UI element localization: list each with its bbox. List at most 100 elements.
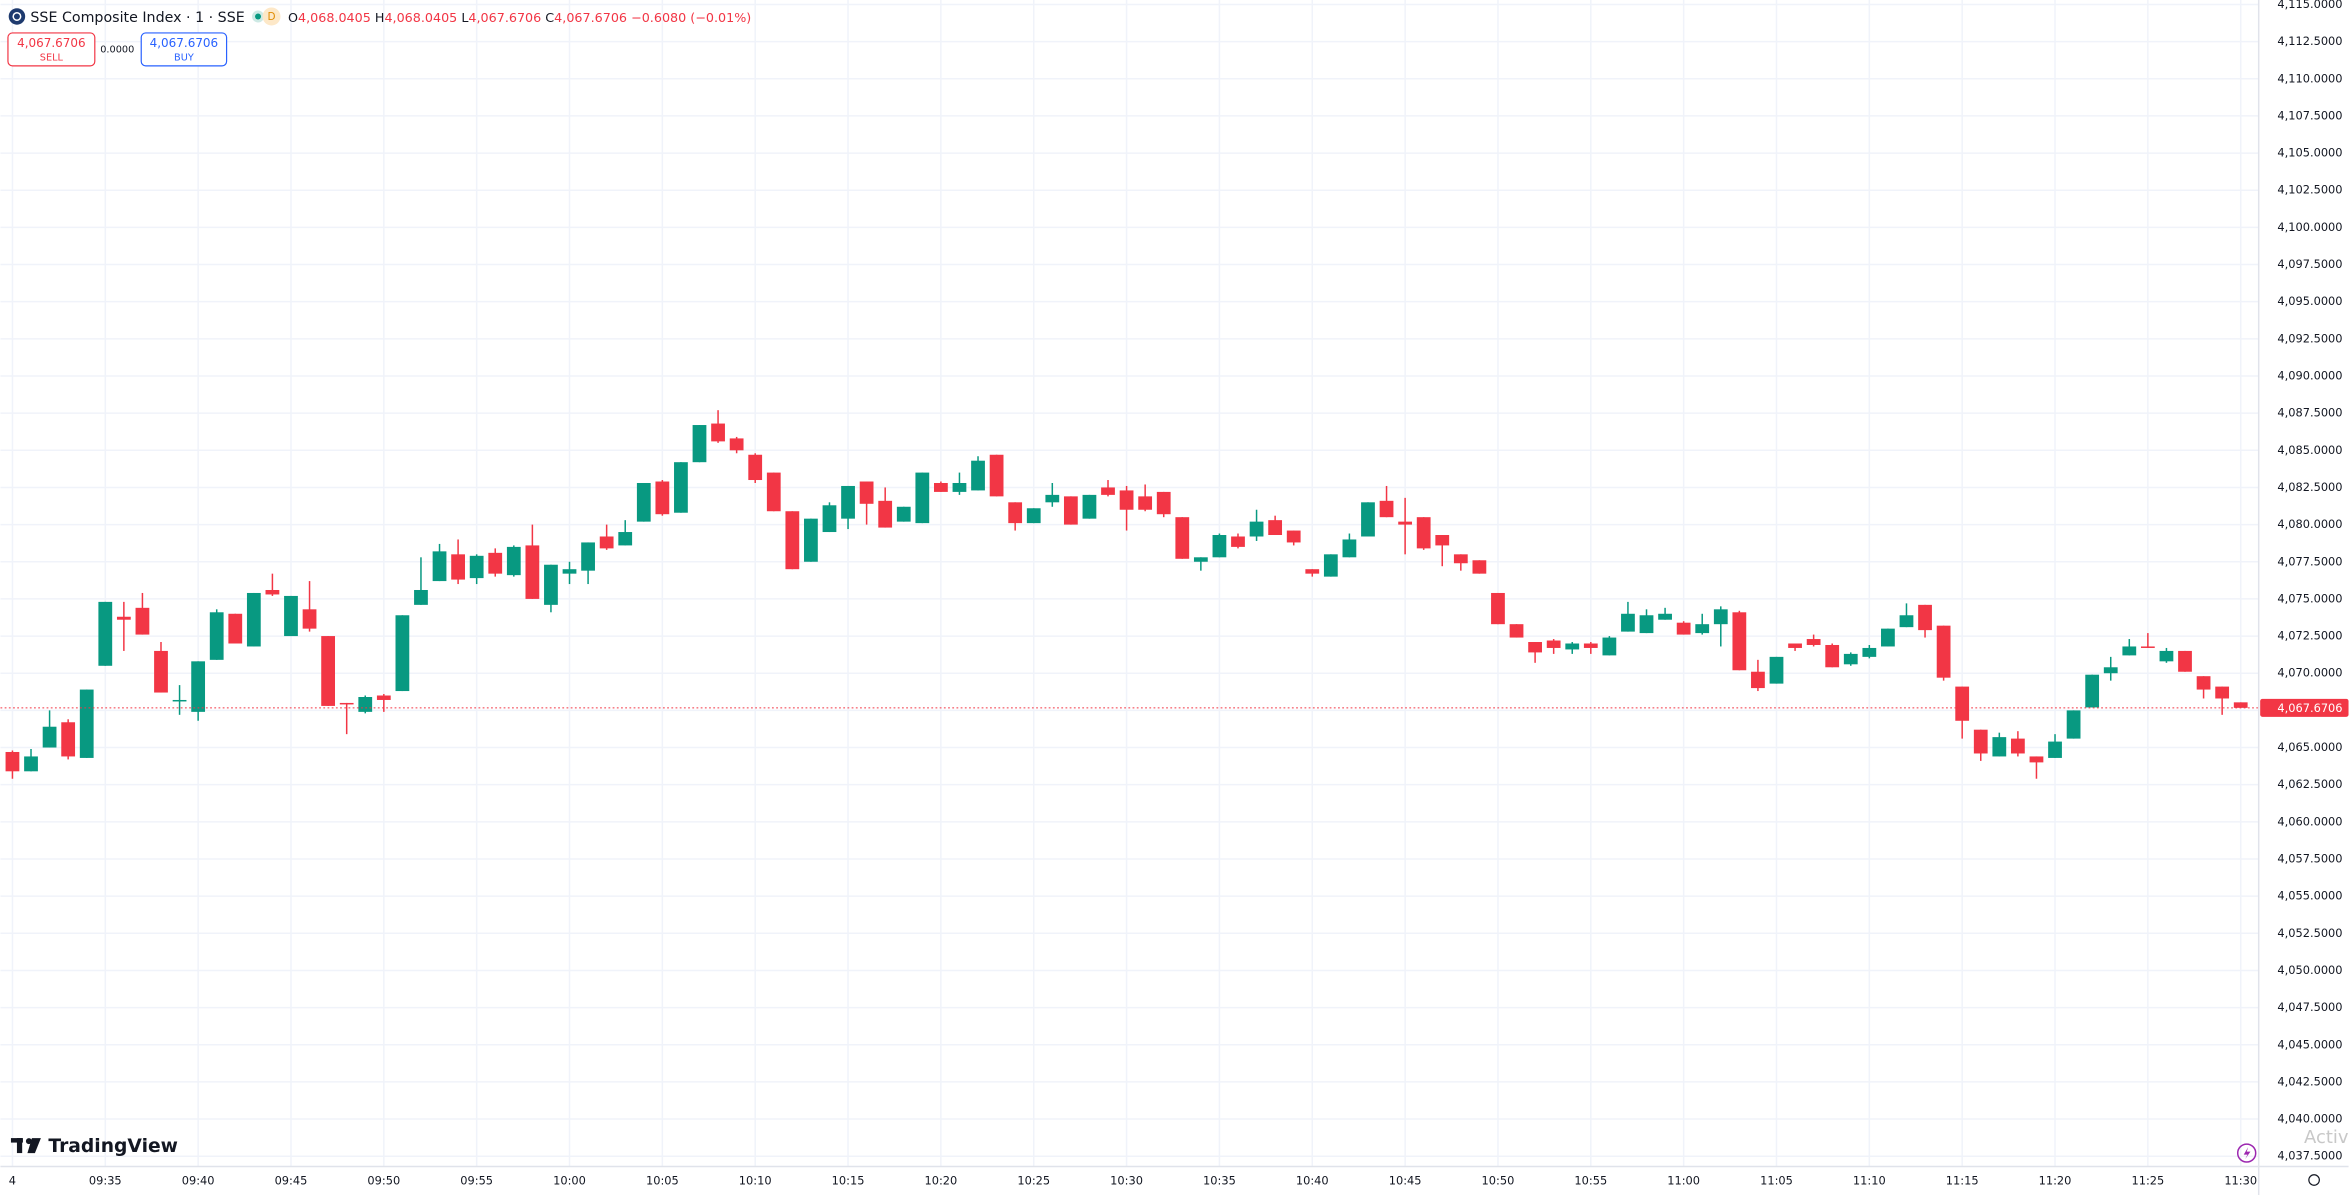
x-tick-label: 11:20 [2039,1173,2072,1187]
candle-body [339,702,354,705]
x-tick-label: 10:45 [1389,1173,1422,1187]
candle-body [989,454,1004,497]
candle-body [395,615,410,692]
y-tick-label: 4,077.5000 [2277,554,2342,568]
candle-body [1379,500,1394,518]
x-tick-label: 11:10 [1853,1173,1886,1187]
candle-body [1063,496,1078,525]
y-tick-label: 4,075.0000 [2277,591,2342,605]
candle-body [1398,521,1413,525]
ohlc-key: H [375,9,385,24]
candle-body [1843,653,1858,665]
candle-body [135,607,150,635]
candle-body [2233,702,2248,708]
candle-body [878,500,893,528]
lightning-button[interactable] [2236,1143,2257,1163]
y-tick-label: 4,062.5000 [2277,777,2342,791]
candle-body [98,601,113,666]
candle-body [1936,625,1951,678]
candle-body [1119,490,1134,510]
x-tick-label: 11:25 [2131,1173,2164,1187]
y-tick-label: 4,092.5000 [2277,331,2342,345]
ohlc-legend: O4,068.0405 H4,068.0405 L4,067.6706 C4,0… [288,9,751,24]
candle-body [1992,737,2007,757]
candle-body [1416,517,1431,549]
candle-body [302,609,317,629]
candle-body [1342,539,1357,558]
candle-body [1565,643,1580,650]
settings-button[interactable] [2308,1174,2320,1186]
logo-shape [27,1138,41,1154]
y-tick-label: 4,052.5000 [2277,926,2342,940]
y-tick-label: 4,095.0000 [2277,294,2342,308]
logo-text: TradingView [48,1136,178,1157]
y-tick-label: 4,100.0000 [2277,220,2342,234]
y-tick-label: 4,055.0000 [2277,889,2342,903]
candle-body [246,592,261,647]
candle-body [228,613,243,644]
candle-body [934,482,948,492]
candle-body [1806,639,1821,645]
candles [0,410,2259,779]
y-tick-label: 4,115.0000 [2277,0,2342,11]
x-tick-label: 10:20 [925,1173,958,1187]
x-tick-label: 10:00 [553,1173,586,1187]
y-tick-label: 4,045.0000 [2277,1037,2342,1051]
candle-body [896,506,911,522]
logo-shape [16,1138,23,1154]
y-tick-label: 4,072.5000 [2277,629,2342,643]
ohlc-key: C [545,9,554,24]
candle-body [915,472,930,524]
candle-body [711,423,725,442]
y-tick-label: 4,102.5000 [2277,183,2342,197]
y-tick-label: 4,065.0000 [2277,740,2342,754]
change: −0.6080 (−0.01%) [631,9,751,24]
candle-body [1268,520,1283,536]
candle-body [748,454,763,481]
y-tick-label: 4,070.0000 [2277,666,2342,680]
candle-body [1602,637,1617,656]
y-tick-label: 4,080.0000 [2277,517,2342,531]
badge[interactable]: D [267,11,275,23]
y-tick-label: 4,110.0000 [2277,71,2342,85]
candle-body [562,569,577,574]
last-price-label: 4,067.6706 [2277,701,2342,715]
candle-body [581,542,595,571]
candle-body [1862,647,1877,657]
candle-body [655,481,670,515]
candle-body [432,551,447,582]
spread: 0.0000 [100,44,134,55]
symbol-title[interactable]: SSE Composite Index · 1 · SSE [30,10,244,26]
x-tick-label: 10:25 [1017,1173,1050,1187]
candle-body [1026,508,1041,524]
candle-body [1751,671,1765,689]
grid [0,0,2259,1167]
candle-body [1453,554,1468,564]
candle-body [1788,643,1802,648]
y-tick-label: 4,050.0000 [2277,963,2342,977]
candle-body [24,756,38,772]
y-tick-label: 4,042.5000 [2277,1074,2342,1088]
candle-body [1528,642,1542,653]
buy-button[interactable] [140,32,228,67]
candle-body [599,536,614,549]
x-tick-label: 10:30 [1110,1173,1143,1187]
candle-body [321,636,336,706]
candle-body [1101,487,1115,495]
logo[interactable]: TradingView [10,1136,178,1157]
candle-body [1918,604,1932,631]
y-tick-label: 4,057.5000 [2277,851,2342,865]
buy-price: 4,067.6706 [150,36,219,50]
candle-body [2159,650,2174,662]
y-tick-label: 4,112.5000 [2277,34,2342,48]
candle-body [2215,686,2230,699]
sell-button[interactable] [7,32,96,67]
candle-body [1082,494,1097,519]
candle-body [1008,502,1023,524]
candle-body [971,460,985,491]
x-tick-label: 10:40 [1296,1173,1329,1187]
y-tick-label: 4,087.5000 [2277,406,2342,420]
candle-body [1546,640,1561,648]
candle-body [1305,569,1320,574]
